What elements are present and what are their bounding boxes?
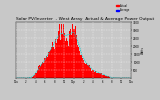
Bar bbox=[106, 76, 107, 78]
Bar bbox=[70, 29, 71, 78]
Bar bbox=[66, 38, 67, 78]
Bar bbox=[95, 71, 96, 78]
Bar bbox=[80, 55, 81, 78]
Bar bbox=[44, 58, 45, 78]
Bar bbox=[92, 70, 93, 78]
Bar bbox=[58, 31, 59, 78]
Bar bbox=[96, 73, 97, 78]
Bar bbox=[101, 73, 102, 78]
Y-axis label: Watts: Watts bbox=[141, 46, 145, 54]
Bar bbox=[65, 41, 66, 78]
Bar bbox=[78, 47, 79, 78]
Bar bbox=[42, 62, 43, 78]
Bar bbox=[71, 35, 72, 78]
Bar bbox=[50, 50, 51, 78]
Bar bbox=[100, 73, 101, 78]
Bar bbox=[47, 57, 48, 78]
Bar bbox=[48, 52, 49, 78]
Bar bbox=[53, 47, 54, 78]
Bar bbox=[107, 76, 108, 78]
Bar bbox=[83, 60, 84, 78]
Bar bbox=[103, 75, 104, 78]
Bar bbox=[67, 41, 68, 78]
Bar bbox=[54, 49, 55, 78]
Bar bbox=[55, 39, 56, 78]
Bar bbox=[56, 43, 57, 78]
Bar bbox=[90, 68, 91, 78]
Bar bbox=[79, 51, 80, 78]
Bar bbox=[43, 63, 44, 78]
Bar bbox=[60, 40, 61, 78]
Bar bbox=[84, 63, 85, 78]
Bar bbox=[61, 24, 62, 78]
Bar bbox=[57, 40, 58, 78]
Bar bbox=[93, 70, 94, 78]
Bar bbox=[64, 33, 65, 78]
Bar bbox=[81, 55, 82, 78]
Text: Solar PV/Inverter  - West Array  Actual & Average Power Output: Solar PV/Inverter - West Array Actual & … bbox=[16, 17, 154, 21]
Bar bbox=[34, 75, 35, 78]
Legend: Actual, Average: Actual, Average bbox=[116, 4, 130, 12]
Bar bbox=[35, 73, 36, 78]
Bar bbox=[33, 76, 34, 78]
Bar bbox=[52, 42, 53, 78]
Bar bbox=[73, 30, 74, 78]
Bar bbox=[97, 73, 98, 78]
Bar bbox=[41, 64, 42, 78]
Bar bbox=[85, 64, 86, 78]
Bar bbox=[82, 58, 83, 78]
Bar bbox=[108, 76, 109, 78]
Bar bbox=[88, 65, 89, 78]
Bar bbox=[91, 71, 92, 78]
Bar bbox=[104, 75, 105, 78]
Bar bbox=[51, 47, 52, 78]
Bar bbox=[69, 31, 70, 78]
Bar bbox=[36, 73, 37, 78]
Bar bbox=[46, 56, 47, 78]
Bar bbox=[89, 65, 90, 78]
Bar bbox=[76, 35, 77, 78]
Bar bbox=[75, 26, 76, 78]
Bar bbox=[77, 45, 78, 78]
Bar bbox=[45, 58, 46, 78]
Bar bbox=[68, 46, 69, 78]
Bar bbox=[37, 70, 38, 78]
Bar bbox=[59, 24, 60, 78]
Bar bbox=[49, 51, 50, 78]
Bar bbox=[109, 77, 110, 78]
Bar bbox=[74, 29, 75, 78]
Bar bbox=[63, 24, 64, 78]
Bar bbox=[62, 34, 63, 78]
Bar bbox=[38, 66, 39, 78]
Bar bbox=[39, 65, 40, 78]
Bar bbox=[32, 77, 33, 78]
Bar bbox=[87, 65, 88, 78]
Bar bbox=[102, 75, 103, 78]
Bar bbox=[99, 73, 100, 78]
Bar bbox=[94, 72, 95, 78]
Bar bbox=[40, 66, 41, 78]
Bar bbox=[86, 63, 87, 78]
Bar bbox=[72, 24, 73, 78]
Bar bbox=[98, 73, 99, 78]
Bar bbox=[105, 76, 106, 78]
